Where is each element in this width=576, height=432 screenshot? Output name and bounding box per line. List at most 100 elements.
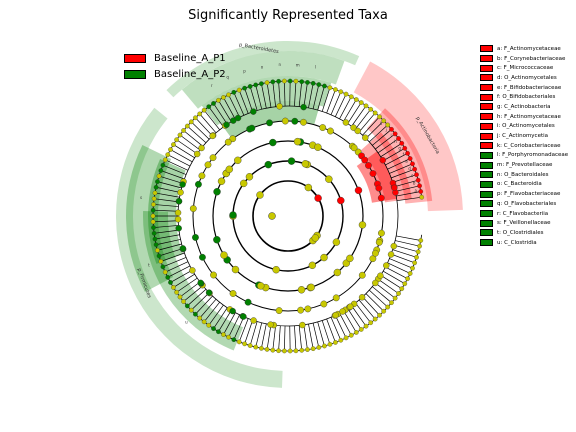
leaf-node <box>343 335 349 341</box>
clade-legend-entry: h: F_Actinomycetaceae <box>480 112 568 122</box>
leaf-node <box>236 339 242 345</box>
clade-letter: p <box>243 68 246 73</box>
taxon-node <box>267 321 274 328</box>
taxon-node <box>365 162 372 169</box>
taxon-node <box>314 194 322 202</box>
phylum-sector-firmicutes <box>115 107 283 388</box>
taxon-node <box>272 266 280 274</box>
leaf-node <box>358 327 364 332</box>
leaf-branch <box>223 312 236 335</box>
taxon-node <box>189 205 197 212</box>
leaf-node <box>181 128 186 133</box>
leaf-node <box>151 202 156 207</box>
leaf-branch <box>278 325 281 351</box>
taxon-node <box>325 175 333 183</box>
clade-legend-entry: k: C_Coriobacteriaceae <box>480 141 568 151</box>
taxon-node <box>362 134 369 141</box>
taxon-node <box>358 294 366 301</box>
clade-letter: n <box>279 62 282 67</box>
leaf-node <box>201 319 207 325</box>
clade-letter: q <box>226 75 229 80</box>
leaf-branch <box>392 174 417 183</box>
leaf-node <box>160 162 166 168</box>
leaf-node <box>322 343 327 349</box>
clade-letter: f <box>403 152 405 157</box>
clade-legend-entry: b: F_Corynebacteriaceae <box>480 54 568 64</box>
leaf-branch <box>284 325 286 351</box>
taxon-node <box>250 317 257 324</box>
leaf-node <box>372 110 378 116</box>
clade-legend-swatch <box>480 210 493 218</box>
leaf-branch <box>238 90 249 114</box>
leaf-branch <box>335 315 347 339</box>
taxon-node <box>195 180 202 188</box>
leaf-node <box>162 269 168 275</box>
leaf-node <box>242 85 247 91</box>
leaf-node <box>377 312 382 318</box>
leaf-node <box>177 132 183 138</box>
taxon-node <box>229 307 236 315</box>
taxon-node <box>179 245 187 252</box>
leaf-branch <box>343 310 357 333</box>
leaf-node <box>368 106 374 112</box>
leaf-branch <box>157 243 182 251</box>
leaf-branch <box>312 323 320 348</box>
clade-letter: e <box>405 159 408 164</box>
leaf-node <box>389 300 394 306</box>
leaf-node <box>293 78 299 84</box>
leaf-node <box>153 242 159 248</box>
clade-legend-entry: a: F_Actinomycetaceae <box>480 44 568 54</box>
clade-legend-label: j: C_Actinomycetia <box>497 133 549 140</box>
taxon-node <box>224 138 232 146</box>
leaf-branch <box>266 82 272 108</box>
leaf-branch <box>173 144 195 159</box>
clade-legend-label: b: F_Corynebacteriaceae <box>497 55 566 62</box>
leaf-branch <box>157 181 182 189</box>
leaf-branch <box>330 317 342 341</box>
leaf-branch <box>176 277 198 293</box>
leaf-node <box>188 119 194 125</box>
leaf-node <box>417 243 422 249</box>
leaf-branch <box>335 93 347 117</box>
clade-legend-label: o: C_Bacteroidia <box>497 181 542 188</box>
clade-legend-label: n: O_Bacteroidales <box>497 171 549 178</box>
leaf-node <box>305 80 310 85</box>
leaf-node <box>211 326 216 331</box>
leaf-node <box>407 271 413 276</box>
leaf-node <box>197 315 203 321</box>
clade-legend-swatch <box>480 161 493 169</box>
leaf-node <box>150 213 156 219</box>
taxon-node <box>332 311 339 319</box>
taxon-node <box>300 103 307 111</box>
leaf-branch <box>375 133 396 150</box>
clade-legend-swatch <box>480 84 493 92</box>
leaf-node <box>184 123 190 129</box>
leaf-branch <box>312 84 320 109</box>
leaf-branch <box>339 96 352 119</box>
taxon-node <box>179 181 186 188</box>
leaf-node <box>177 294 183 300</box>
leaf-node <box>322 83 327 89</box>
leaf-node <box>338 89 344 95</box>
taxon-node <box>231 265 240 274</box>
leaf-branch <box>165 159 189 171</box>
leaf-node <box>264 80 270 85</box>
leaf-node <box>402 281 408 287</box>
taxon-node <box>281 117 289 125</box>
leaf-branch <box>391 253 415 264</box>
taxon-node <box>372 279 379 287</box>
taxon-node <box>304 183 313 192</box>
leaf-branch <box>347 308 362 330</box>
leaf-node <box>221 95 226 100</box>
taxon-node <box>276 103 283 110</box>
leaf-branch <box>162 257 187 268</box>
clade-letter: s <box>140 195 142 200</box>
leaf-branch <box>228 314 240 338</box>
leaf-branch <box>167 265 191 278</box>
leaf-node <box>343 91 349 97</box>
leaf-node <box>150 219 156 225</box>
leaf-branch <box>158 175 184 184</box>
leaf-node <box>206 104 212 110</box>
leaf-branch <box>321 87 331 112</box>
leaf-branch <box>199 298 217 319</box>
